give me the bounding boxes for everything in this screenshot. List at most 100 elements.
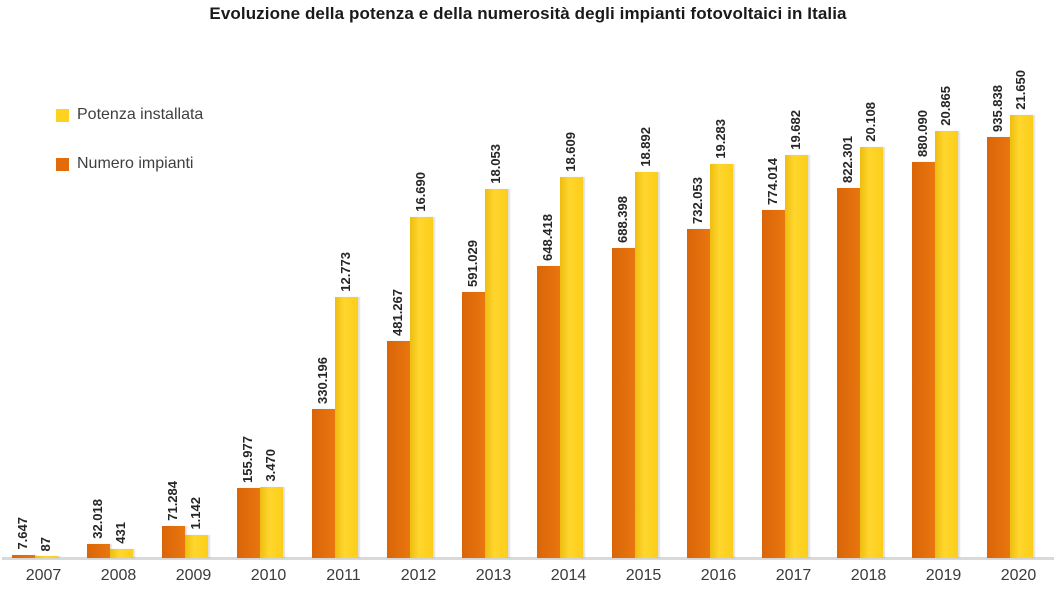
bar-pair: 688.398 18.892 (611, 127, 658, 558)
x-axis-label-2008: 2008 (100, 567, 137, 584)
barwrap-potenza-2020: 21.650 (1009, 70, 1033, 558)
bar-pair: 774.014 19.682 (761, 110, 808, 558)
value-label-potenza-2017: 19.682 (788, 110, 803, 150)
x-axis-label-2010: 2010 (250, 567, 287, 584)
legend-label-numero: Numero impianti (77, 155, 194, 172)
barwrap-potenza-2017: 19.682 (784, 110, 808, 558)
barwrap-numero-2009: 71.284 (161, 481, 185, 558)
barwrap-numero-2016: 732.053 (686, 177, 710, 558)
bar-pair: 155.977 3.470 (236, 436, 283, 558)
barwrap-potenza-2019: 20.865 (934, 86, 958, 558)
bar-numero-2019 (911, 162, 935, 558)
bar-potenza-2010 (259, 487, 283, 558)
value-label-potenza-2014: 18.609 (563, 132, 578, 172)
value-label-numero-2010: 155.977 (240, 436, 255, 483)
bar-potenza-2014 (559, 177, 583, 558)
legend-label-potenza: Potenza installata (77, 106, 204, 123)
x-axis-label-2019: 2019 (925, 567, 962, 584)
bar-pair: 32.018 431 (86, 499, 133, 558)
bar-numero-2012 (386, 341, 410, 558)
legend-item-potenza-installata: Potenza installata (56, 106, 203, 124)
x-axis-label-2016: 2016 (700, 567, 737, 584)
bar-potenza-2018 (859, 147, 883, 558)
bar-potenza-2011 (334, 297, 358, 558)
barwrap-potenza-2014: 18.609 (559, 132, 583, 558)
value-label-potenza-2011: 12.773 (338, 252, 353, 292)
bar-potenza-2012 (409, 217, 433, 558)
value-label-numero-2011: 330.196 (315, 357, 330, 404)
value-label-potenza-2015: 18.892 (638, 127, 653, 167)
bar-potenza-2009 (184, 535, 208, 558)
bar-numero-2009 (161, 526, 185, 558)
value-label-numero-2017: 774.014 (765, 158, 780, 205)
barwrap-potenza-2012: 16.690 (409, 172, 433, 558)
barwrap-numero-2015: 688.398 (611, 196, 635, 558)
bar-potenza-2015 (634, 172, 658, 558)
bar-numero-2011 (311, 409, 335, 558)
value-label-numero-2018: 822.301 (840, 136, 855, 183)
x-axis-label-2014: 2014 (550, 567, 587, 584)
value-label-potenza-2010: 3.470 (263, 449, 278, 482)
x-axis-label-2007: 2007 (25, 567, 62, 584)
x-axis-label-2012: 2012 (400, 567, 437, 584)
bar-numero-2008 (86, 544, 110, 558)
value-label-potenza-2019: 20.865 (938, 86, 953, 126)
x-axis-label-2009: 2009 (175, 567, 212, 584)
x-axis-label-2017: 2017 (775, 567, 812, 584)
value-label-numero-2014: 648.418 (540, 214, 555, 261)
value-label-numero-2015: 688.398 (615, 196, 630, 243)
bar-pair: 822.301 20.108 (836, 102, 883, 558)
value-label-numero-2013: 591.029 (465, 240, 480, 287)
bar-pair: 481.267 16.690 (386, 172, 433, 558)
bar-potenza-2013 (484, 189, 508, 558)
x-axis-label-2018: 2018 (850, 567, 887, 584)
value-label-numero-2016: 732.053 (690, 177, 705, 224)
value-label-numero-2019: 880.090 (915, 110, 930, 157)
barwrap-potenza-2015: 18.892 (634, 127, 658, 558)
bar-numero-2014 (536, 266, 560, 558)
bar-numero-2010 (236, 488, 260, 558)
legend-swatch-numero-icon (56, 157, 69, 171)
value-label-numero-2020: 935.838 (990, 85, 1005, 132)
barwrap-potenza-2007: 87 (34, 537, 58, 558)
bar-pair: 591.029 18.053 (461, 144, 508, 558)
bar-pair: 880.090 20.865 (911, 86, 958, 558)
barwrap-potenza-2011: 12.773 (334, 252, 358, 558)
bar-numero-2007 (11, 555, 35, 558)
chart-title: Evoluzione della potenza e della numeros… (209, 4, 847, 23)
legend-swatch-potenza-icon (56, 108, 69, 122)
barwrap-numero-2019: 880.090 (911, 110, 935, 558)
value-label-potenza-2013: 18.053 (488, 144, 503, 184)
barwrap-potenza-2016: 19.283 (709, 119, 733, 558)
value-label-potenza-2018: 20.108 (863, 102, 878, 142)
bar-potenza-2008 (109, 549, 133, 558)
barwrap-numero-2014: 648.418 (536, 214, 560, 558)
barwrap-numero-2008: 32.018 (86, 499, 110, 558)
bar-numero-2015 (611, 248, 635, 558)
legend-item-numero-impianti: Numero impianti (56, 155, 203, 173)
barwrap-numero-2020: 935.838 (986, 85, 1010, 558)
value-label-numero-2009: 71.284 (165, 481, 180, 521)
barwrap-potenza-2018: 20.108 (859, 102, 883, 558)
barwrap-numero-2010: 155.977 (236, 436, 260, 558)
value-label-numero-2007: 7.647 (15, 517, 30, 550)
bar-potenza-2016 (709, 164, 733, 558)
value-label-potenza-2009: 1.142 (188, 497, 203, 530)
x-axis-label-2015: 2015 (625, 567, 662, 584)
bar-numero-2017 (761, 210, 785, 558)
bar-numero-2018 (836, 188, 860, 558)
bar-numero-2016 (686, 229, 710, 558)
bar-potenza-2020 (1009, 115, 1033, 558)
value-label-potenza-2007: 87 (38, 536, 53, 551)
barwrap-potenza-2009: 1.142 (184, 497, 208, 558)
barwrap-potenza-2008: 431 (109, 522, 133, 558)
bar-pair: 648.418 18.609 (536, 132, 583, 558)
value-label-potenza-2008: 431 (113, 522, 128, 544)
barwrap-numero-2007: 7.647 (11, 517, 35, 558)
barwrap-numero-2011: 330.196 (311, 357, 335, 558)
bar-potenza-2019 (934, 131, 958, 558)
x-axis-line (2, 557, 1054, 560)
legend: Potenza installata Numero impianti (56, 106, 203, 204)
x-axis-label-2013: 2013 (475, 567, 512, 584)
